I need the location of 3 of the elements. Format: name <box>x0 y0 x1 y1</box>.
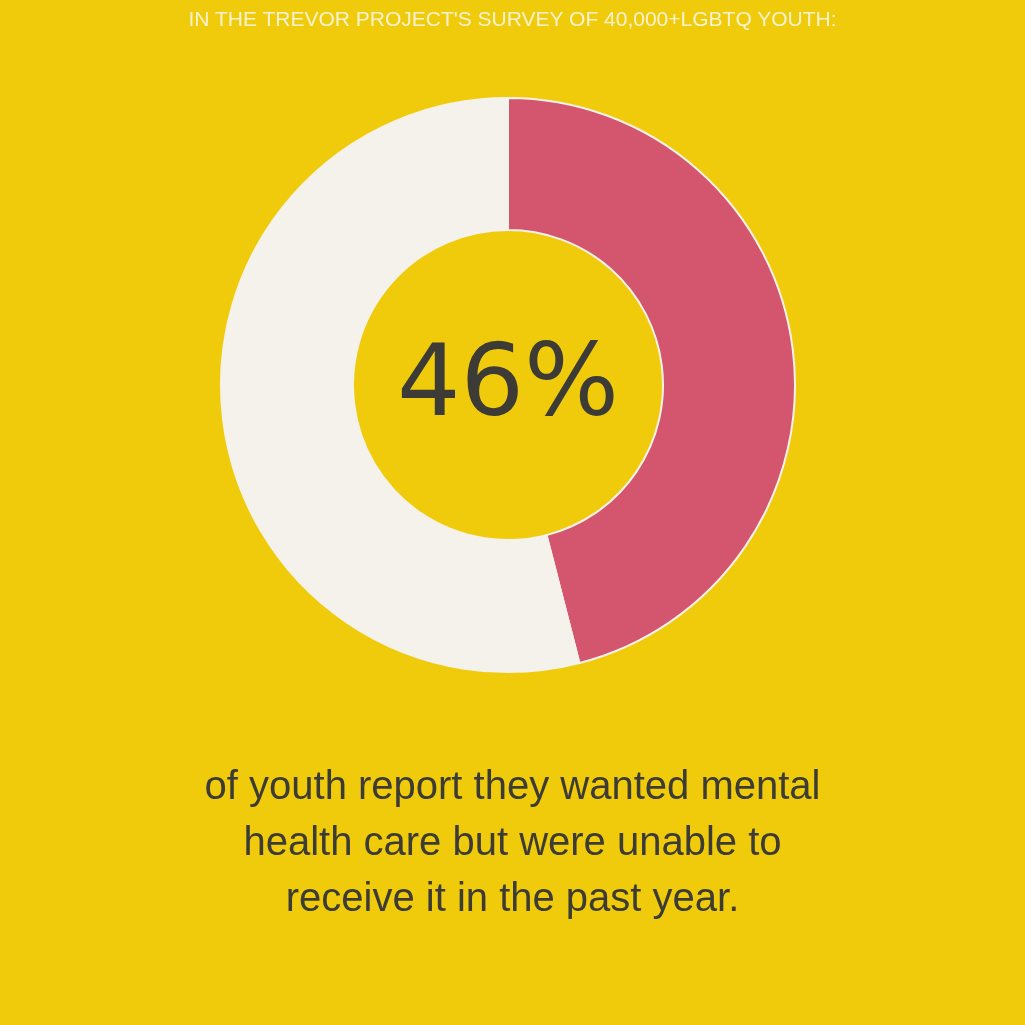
text: of youth report they wanted mental health care but were unable to receive it in the past year. <box>204 763 821 919</box>
data-label: 46% <box>396 322 620 439</box>
chart-title: IN THE TREVOR PROJECT'S SURVEY OF 40,000+LGBTQ YOUTH: <box>188 7 837 30</box>
